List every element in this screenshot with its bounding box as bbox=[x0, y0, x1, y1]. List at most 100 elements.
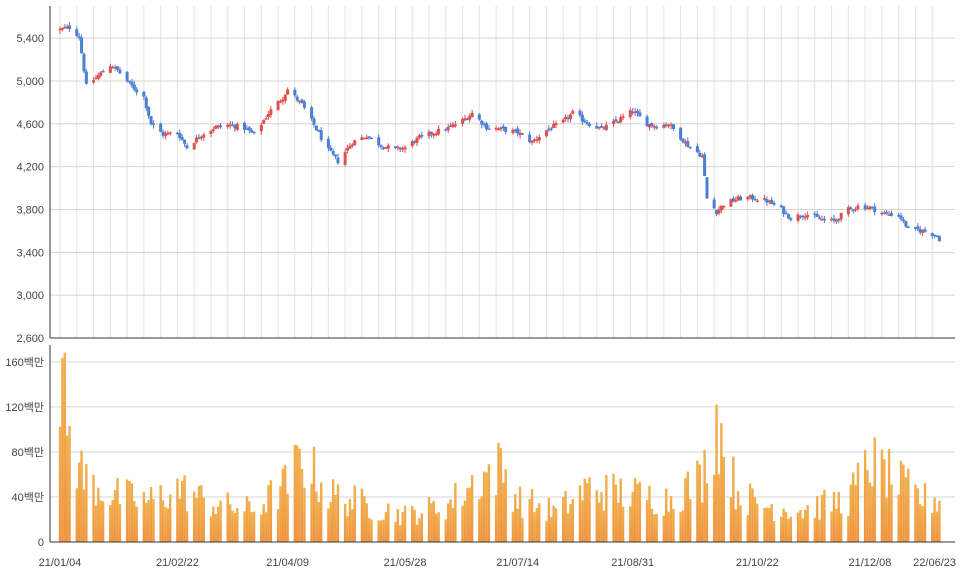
candle-body bbox=[897, 214, 901, 217]
candle-body bbox=[149, 116, 153, 125]
candle bbox=[561, 118, 565, 124]
candle-body bbox=[82, 53, 86, 72]
candle-body bbox=[803, 216, 807, 219]
candle bbox=[231, 121, 235, 127]
candle-body bbox=[635, 110, 639, 114]
candle-body bbox=[554, 122, 558, 126]
volume-bar bbox=[135, 506, 138, 542]
volume-bar bbox=[902, 464, 905, 542]
candle bbox=[937, 235, 941, 242]
candle bbox=[820, 215, 824, 221]
volume-bar bbox=[588, 477, 591, 542]
candle bbox=[245, 125, 249, 131]
volume-bar bbox=[732, 456, 735, 542]
candle-body bbox=[537, 137, 541, 141]
candle-body bbox=[664, 124, 668, 126]
volume-bar bbox=[85, 464, 88, 542]
candle-body bbox=[719, 205, 723, 211]
candle bbox=[226, 123, 230, 129]
volume-bar bbox=[907, 468, 910, 542]
volume-bar bbox=[538, 503, 541, 542]
candle-body bbox=[348, 145, 352, 149]
volume-bar bbox=[533, 512, 536, 542]
candle bbox=[281, 97, 285, 106]
candle bbox=[463, 114, 467, 122]
volume-bar bbox=[427, 497, 431, 542]
volume-bar bbox=[348, 499, 352, 542]
candle-body bbox=[293, 89, 297, 96]
volume-bar bbox=[219, 500, 222, 542]
volume-bar bbox=[868, 482, 872, 542]
volume-bar bbox=[686, 471, 690, 542]
candle bbox=[616, 121, 620, 124]
candle bbox=[314, 125, 318, 131]
candle-body bbox=[832, 218, 836, 221]
volume-bar bbox=[645, 500, 649, 542]
candle-body bbox=[638, 112, 642, 117]
candle bbox=[183, 139, 187, 148]
volume-bar bbox=[461, 505, 464, 542]
candle-body bbox=[314, 125, 318, 131]
candle-body bbox=[427, 131, 431, 137]
candle-body bbox=[652, 125, 656, 128]
candle-body bbox=[650, 122, 654, 127]
candle-body bbox=[818, 217, 822, 220]
candle-body bbox=[60, 28, 64, 30]
candle bbox=[192, 142, 196, 150]
volume-bar bbox=[346, 516, 349, 542]
candle-body bbox=[561, 119, 565, 123]
candle-body bbox=[765, 199, 769, 203]
candle-body bbox=[583, 120, 587, 123]
candle-body bbox=[614, 119, 618, 122]
x-tick-label: 21/10/22 bbox=[736, 557, 779, 569]
candle-body bbox=[437, 128, 441, 135]
candle bbox=[300, 98, 304, 104]
candle bbox=[113, 64, 117, 72]
volume-bar bbox=[770, 504, 773, 542]
candle-body bbox=[588, 123, 592, 127]
volume-bar bbox=[82, 489, 86, 542]
candle bbox=[480, 119, 484, 129]
volume-bar bbox=[746, 515, 749, 542]
volume-bar bbox=[629, 506, 632, 542]
candle bbox=[444, 128, 448, 132]
candle bbox=[731, 196, 735, 203]
volume-bar bbox=[571, 498, 574, 542]
volume-bar bbox=[178, 498, 182, 542]
candle bbox=[437, 125, 441, 136]
candle-body bbox=[252, 131, 256, 134]
axes bbox=[49, 6, 955, 543]
candle bbox=[58, 26, 62, 34]
candle bbox=[544, 130, 548, 138]
candle-body bbox=[616, 121, 620, 124]
candle bbox=[180, 134, 184, 141]
volume-bar bbox=[583, 478, 586, 542]
volume-bar bbox=[605, 474, 608, 542]
volume-bar bbox=[554, 508, 558, 542]
volume-bar bbox=[837, 492, 840, 542]
candle bbox=[278, 99, 282, 104]
candle bbox=[520, 132, 524, 135]
candle bbox=[185, 143, 189, 150]
candle bbox=[286, 87, 290, 95]
candle-body bbox=[933, 234, 937, 237]
candle bbox=[77, 32, 81, 41]
volume-bar bbox=[487, 464, 491, 542]
volume-bar bbox=[780, 516, 783, 542]
candle-body bbox=[381, 147, 385, 149]
candle-body bbox=[722, 205, 726, 208]
candle-body bbox=[518, 132, 522, 136]
candle-body bbox=[715, 209, 719, 215]
candle-body bbox=[530, 140, 534, 143]
candle bbox=[175, 131, 179, 135]
volume-bar bbox=[111, 499, 114, 542]
candle-body bbox=[199, 136, 203, 139]
candle-body bbox=[820, 219, 824, 221]
candle bbox=[671, 123, 675, 131]
candle-body bbox=[729, 199, 733, 207]
candle-body bbox=[362, 137, 366, 140]
volume-bar bbox=[784, 512, 788, 542]
volume-bar bbox=[293, 444, 297, 542]
volume-bar bbox=[379, 520, 383, 542]
